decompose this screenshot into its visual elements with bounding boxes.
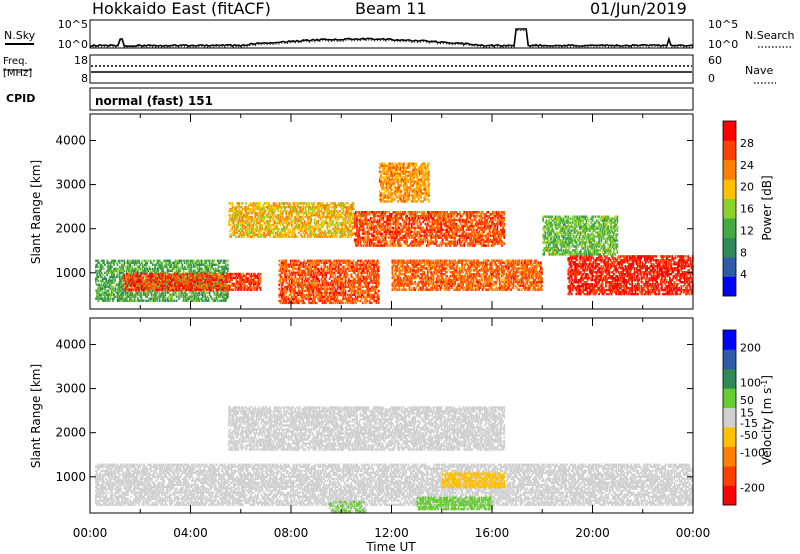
echo-cell <box>227 264 229 266</box>
echo-cell <box>209 260 211 262</box>
echo-cell <box>102 274 104 276</box>
echo-cell <box>213 260 215 262</box>
echo-cell <box>143 300 145 302</box>
cpid-panel: CPID normal (fast) 151 <box>6 88 693 110</box>
nsky-tick-top-left: 10^5 <box>58 18 88 31</box>
echo-cell <box>119 260 121 262</box>
echo-cell <box>220 260 222 262</box>
echo-cell <box>131 266 133 268</box>
freq-tick-top-left: 18 <box>74 54 88 67</box>
freq-label-line1: Freq. <box>3 56 28 67</box>
nsky-tick-top-right: 10^5 <box>708 18 738 31</box>
echo-cell <box>197 283 199 285</box>
nsearch-label: N.Search <box>745 29 795 42</box>
echo-cell <box>176 300 178 302</box>
nave-label: Nave <box>745 64 773 77</box>
echo-cell <box>104 264 106 266</box>
echo-cell <box>180 260 182 262</box>
echo-cell <box>174 300 176 302</box>
nsky-trace <box>90 29 693 46</box>
echo-cell <box>121 260 123 262</box>
freq-frame <box>90 55 693 83</box>
echo-cell <box>155 273 157 275</box>
echo-cell <box>165 287 167 289</box>
nave-tick-top-right: 60 <box>708 54 722 67</box>
echo-cell <box>153 260 155 262</box>
power-echoes <box>95 163 694 305</box>
echo-cell <box>176 294 178 296</box>
echo-cell <box>169 260 171 262</box>
echo-cell <box>185 268 187 270</box>
echo-cell <box>187 260 189 262</box>
echo-cell <box>180 273 182 275</box>
echo-cell <box>97 280 99 282</box>
echo-cell <box>142 277 144 279</box>
echo-cell <box>175 285 177 287</box>
nsky-tick-bottom-left: 10^0 <box>58 38 88 51</box>
echo-cell <box>168 273 170 275</box>
cpid-text: normal (fast) 151 <box>95 94 213 108</box>
echo-cell <box>191 285 193 287</box>
echo-cell <box>195 273 197 275</box>
nsky-label: N.Sky <box>4 29 36 42</box>
echo-cell <box>192 273 194 275</box>
echo-cell <box>216 264 218 266</box>
echo-cell <box>184 260 186 262</box>
echo-cell <box>124 270 126 272</box>
echo-cell <box>124 260 126 262</box>
echo-cell <box>112 286 114 288</box>
echo-cell <box>136 273 138 275</box>
echo-cell <box>190 273 192 275</box>
freq-panel: Freq. [MHz] 18 8 60 0 Nave <box>3 54 776 85</box>
echo-cell <box>186 294 188 296</box>
echo-cell <box>147 260 149 262</box>
echo-cell <box>208 298 210 300</box>
echo-cell <box>103 260 105 262</box>
echo-cell <box>227 268 229 270</box>
cpid-label: CPID <box>6 92 35 105</box>
echo-cell <box>111 266 113 268</box>
echo-cell <box>151 283 153 285</box>
echo-cell <box>142 260 144 262</box>
nsky-panel: N.Sky 10^5 10^0 10^5 10^0 N.Search <box>4 18 795 51</box>
echo-cell <box>227 260 229 262</box>
echo-cell <box>114 296 116 298</box>
echo-cell <box>141 273 143 275</box>
echo-cell <box>123 289 125 291</box>
echo-cell <box>105 278 107 280</box>
echo-cell <box>180 289 182 291</box>
nsky-tick-bottom-right: 10^0 <box>708 38 738 51</box>
echo-cell <box>187 273 189 275</box>
nave-tick-bottom-right: 0 <box>708 72 715 85</box>
figure: N.Sky 10^5 10^0 10^5 10^0 N.Search Freq.… <box>0 0 800 554</box>
echo-cell <box>103 268 105 270</box>
echo-cell <box>202 300 204 302</box>
nsky-frame <box>90 20 693 48</box>
echo-cell <box>194 285 196 287</box>
echo-cell <box>176 273 178 275</box>
echo-cell <box>135 300 137 302</box>
echo-cell <box>182 264 184 266</box>
echo-cell <box>161 262 163 264</box>
echo-cell <box>225 260 227 262</box>
echo-cell <box>150 268 152 270</box>
freq-tick-bottom-left: 8 <box>81 72 88 85</box>
echo-cell <box>97 266 99 268</box>
echo-cell <box>138 260 140 262</box>
